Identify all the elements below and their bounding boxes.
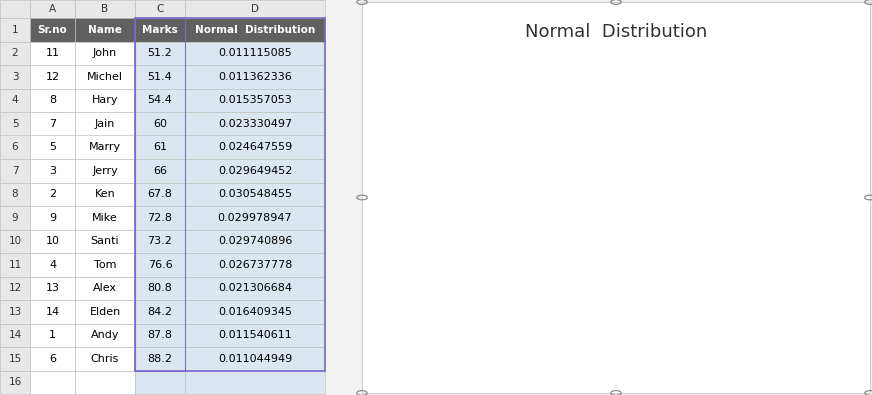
Text: B: B [101, 4, 108, 14]
Text: 16: 16 [9, 377, 22, 387]
Text: 13: 13 [9, 307, 22, 317]
Text: 14: 14 [45, 307, 59, 317]
Text: 6: 6 [49, 354, 56, 364]
Text: A: A [49, 4, 56, 14]
Text: Santi: Santi [91, 236, 119, 246]
Text: Name: Name [88, 25, 122, 35]
Text: 72.8: 72.8 [147, 213, 173, 223]
Text: D: D [251, 4, 259, 14]
Text: Jain: Jain [95, 119, 115, 129]
Text: Andy: Andy [91, 330, 119, 340]
Text: 7: 7 [49, 119, 56, 129]
Text: 11: 11 [9, 260, 22, 270]
Text: Tom: Tom [94, 260, 116, 270]
Text: 67.8: 67.8 [147, 189, 173, 199]
Text: 8: 8 [49, 95, 56, 105]
Text: 54.4: 54.4 [147, 95, 173, 105]
Text: 0.021306684: 0.021306684 [218, 283, 292, 293]
Text: 0.024647559: 0.024647559 [218, 142, 292, 152]
Text: 6: 6 [11, 142, 18, 152]
Text: 0.029740896: 0.029740896 [218, 236, 292, 246]
Text: Sr.no: Sr.no [37, 25, 67, 35]
Text: 0.011115085: 0.011115085 [218, 48, 292, 58]
Text: Michel: Michel [87, 72, 123, 82]
Text: John: John [93, 48, 117, 58]
Text: Mike: Mike [92, 213, 118, 223]
Text: 8: 8 [11, 189, 18, 199]
Text: 12: 12 [9, 283, 22, 293]
Text: Jerry: Jerry [92, 166, 118, 176]
Text: 5: 5 [49, 142, 56, 152]
Text: 1: 1 [49, 330, 56, 340]
Text: Normal  Distribution: Normal Distribution [525, 23, 707, 41]
Text: 51.2: 51.2 [147, 48, 173, 58]
Text: 14: 14 [9, 330, 22, 340]
Text: 0.026737778: 0.026737778 [218, 260, 292, 270]
Text: Marks: Marks [142, 25, 178, 35]
Text: 76.6: 76.6 [147, 260, 173, 270]
Text: 0.029978947: 0.029978947 [218, 213, 292, 223]
Text: 88.2: 88.2 [147, 354, 173, 364]
Text: 0.016409345: 0.016409345 [218, 307, 292, 317]
Text: 13: 13 [45, 283, 59, 293]
Text: 60: 60 [153, 119, 167, 129]
Text: 2: 2 [11, 48, 18, 58]
Text: 5: 5 [11, 119, 18, 129]
Text: 3: 3 [11, 72, 18, 82]
Text: Hary: Hary [92, 95, 119, 105]
Text: Chris: Chris [91, 354, 119, 364]
Text: 0.011540611: 0.011540611 [218, 330, 292, 340]
Text: 4: 4 [49, 260, 56, 270]
Text: 0.030548455: 0.030548455 [218, 189, 292, 199]
Text: 84.2: 84.2 [147, 307, 173, 317]
Text: 61: 61 [153, 142, 167, 152]
Text: Marry: Marry [89, 142, 121, 152]
Text: 9: 9 [49, 213, 56, 223]
Text: 0.023330497: 0.023330497 [218, 119, 292, 129]
Text: 15: 15 [9, 354, 22, 364]
Text: 1: 1 [11, 25, 18, 35]
Text: 3: 3 [49, 166, 56, 176]
Text: Ken: Ken [95, 189, 115, 199]
Text: 2: 2 [49, 189, 56, 199]
Text: 12: 12 [45, 72, 59, 82]
Text: 0.015357053: 0.015357053 [218, 95, 292, 105]
Text: 9: 9 [11, 213, 18, 223]
Text: 51.4: 51.4 [147, 72, 173, 82]
Text: 10: 10 [45, 236, 59, 246]
Text: 7: 7 [11, 166, 18, 176]
Text: Alex: Alex [93, 283, 117, 293]
Text: Elden: Elden [89, 307, 120, 317]
Text: 73.2: 73.2 [147, 236, 173, 246]
Text: 0.029649452: 0.029649452 [218, 166, 292, 176]
Text: 0.011362336: 0.011362336 [218, 72, 292, 82]
Text: C: C [156, 4, 164, 14]
Text: 11: 11 [45, 48, 59, 58]
Text: 66: 66 [153, 166, 167, 176]
Text: 80.8: 80.8 [147, 283, 173, 293]
Text: 10: 10 [9, 236, 22, 246]
Text: 0.011044949: 0.011044949 [218, 354, 292, 364]
Text: Normal  Distribution: Normal Distribution [194, 25, 315, 35]
Text: 87.8: 87.8 [147, 330, 173, 340]
Text: 4: 4 [11, 95, 18, 105]
